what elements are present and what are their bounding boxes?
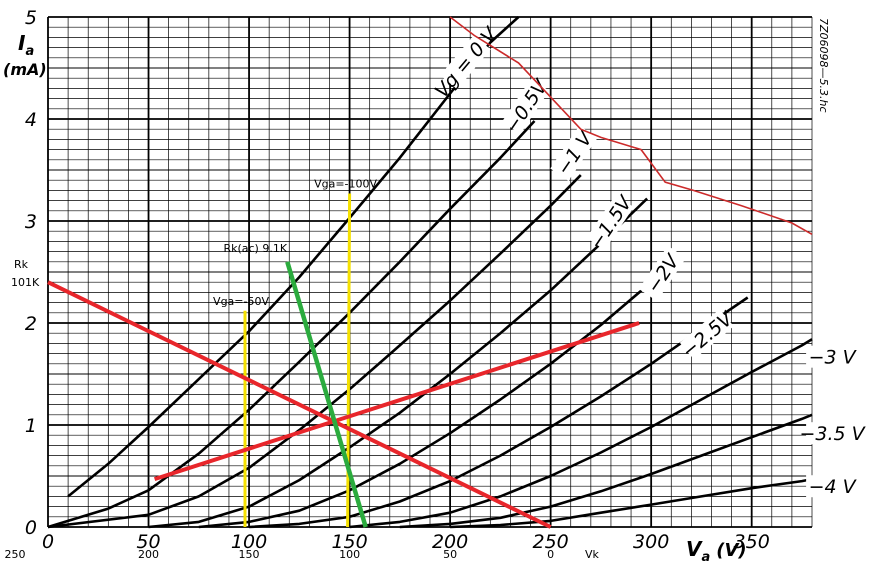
curve-label: −3.5 V — [800, 423, 867, 445]
load-line — [47, 280, 552, 529]
max-dissipation-curve — [449, 16, 813, 235]
grid-voltage-label: Vga=-100V — [314, 177, 377, 190]
load-line-label: 101K — [11, 276, 40, 289]
curve-label-background — [806, 345, 859, 368]
y-tick-label: 1 — [25, 415, 37, 437]
y-tick-label: 2 — [25, 313, 37, 335]
characteristic-curve — [198, 265, 673, 529]
vk-tick-label: 250 — [5, 548, 26, 561]
cathode-load-line-label: Rk(ac) 9.1K — [223, 242, 287, 255]
x-axis-title: Va (V) — [686, 537, 747, 565]
x-tick-label: 50 — [136, 531, 160, 553]
y-axis-subscript: a — [25, 44, 34, 59]
curve-label: −4 V — [809, 476, 858, 498]
y-tick-label: 4 — [25, 109, 37, 131]
curve-label-background — [679, 309, 734, 360]
curve-label-background — [806, 422, 859, 445]
curve-label: −3 V — [809, 347, 858, 369]
vk-tick-label: 150 — [239, 548, 260, 561]
characteristic-curve — [349, 338, 813, 529]
x-tick-label: 300 — [633, 531, 669, 553]
x-tick-label: 350 — [734, 531, 770, 553]
load-line-label: Rk — [14, 258, 29, 271]
characteristic-curve — [450, 477, 813, 529]
x-tick-label: 150 — [331, 531, 367, 553]
vk-tick-label: 100 — [339, 548, 360, 561]
vk-tick-label: 50 — [443, 548, 457, 561]
load-line-overlays: Vga=-50V Vga=-100V Rk 101K Rk(ac) 9.1K — [11, 16, 813, 529]
curve-label: −2.5V — [678, 307, 739, 363]
vk-axis-label: Vk — [585, 548, 600, 561]
curve-label-background — [586, 194, 634, 251]
chart-grid — [47, 16, 813, 528]
x-tick-label: 100 — [231, 531, 267, 553]
characteristic-curve — [148, 197, 649, 529]
curve-label: Vg = 0 V — [431, 22, 503, 102]
drawing-number-watermark: 7Z06098—5.3.hc — [817, 18, 830, 113]
y-axis-unit: (mA) — [3, 60, 47, 79]
curve-label-background — [550, 125, 598, 181]
x-tick-label: 0 — [42, 531, 54, 553]
vk-tick-label: 0 — [547, 548, 554, 561]
load-line — [153, 321, 640, 482]
characteristic-curve — [249, 296, 749, 529]
curve-label: −1.5V — [585, 191, 637, 254]
curve-label-background — [502, 78, 550, 134]
characteristic-curve — [399, 413, 813, 529]
x-axis-subscript: a — [701, 550, 710, 565]
y-tick-label: 3 — [25, 211, 37, 233]
x-axis-unit: (V) — [716, 540, 746, 561]
curve-label-background — [806, 475, 859, 498]
x-tick-label: 250 — [532, 531, 568, 553]
characteristic-curve — [47, 120, 536, 529]
grid-voltage-label: Vga=-50V — [213, 295, 269, 308]
y-axis-title: Ia — [18, 31, 34, 59]
cathode-load-line — [285, 261, 368, 528]
y-tick-label: 5 — [25, 7, 37, 29]
curve-label-background — [638, 245, 687, 302]
y-tick-label: 0 — [25, 517, 37, 539]
curve-label-background — [440, 35, 491, 90]
x-tick-label: 200 — [432, 531, 468, 553]
vk-tick-label: 200 — [138, 548, 159, 561]
